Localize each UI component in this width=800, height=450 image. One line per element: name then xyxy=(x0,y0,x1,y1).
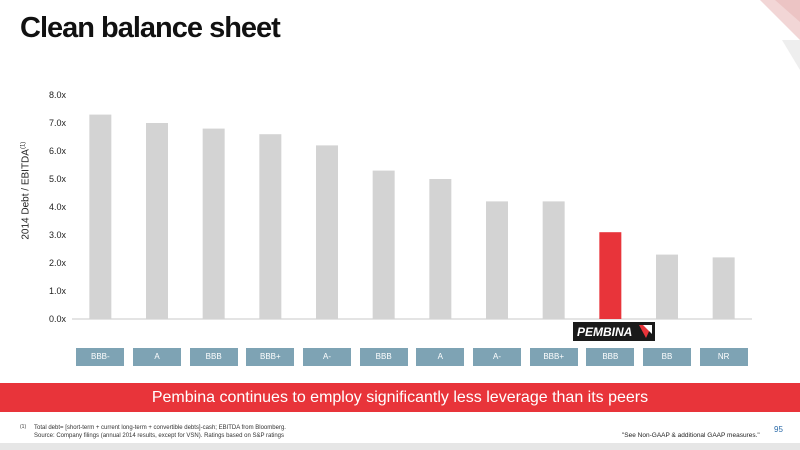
bar xyxy=(712,257,735,319)
pembina-logo: PEMBINA xyxy=(573,322,655,341)
rating-box: BBB xyxy=(586,348,635,366)
bar xyxy=(146,123,168,319)
page-title: Clean balance sheet xyxy=(20,12,281,44)
page-number: 95 xyxy=(774,425,783,434)
footnote: (1) Total debt= [short-term + current lo… xyxy=(20,424,286,440)
footnote-line-2: Source: Company filings (annual 2014 res… xyxy=(34,433,285,439)
bar xyxy=(202,128,225,319)
y-tick-label: 5.0x xyxy=(49,174,67,184)
rating-box: A xyxy=(133,348,181,366)
y-tick-label: 0.0x xyxy=(49,314,67,324)
bar-chart: 0.0x 1.0x 2.0x 3.0x 4.0x 5.0x 6.0x 7.0x 8.0x xyxy=(49,90,752,324)
bar xyxy=(259,134,282,319)
rating-box: BBB xyxy=(359,348,408,366)
rating-box: NR xyxy=(699,348,748,366)
rating-box: A- xyxy=(303,348,351,366)
corner-decoration xyxy=(760,0,800,70)
credit-ratings-row: BBB- A BBB BBB+ A- BBB A A- BBB+ BBB BB NR xyxy=(65,348,765,366)
y-tick-label: 1.0x xyxy=(49,286,67,296)
rating-box: A- xyxy=(473,348,521,366)
y-tick-label: 4.0x xyxy=(49,202,67,212)
y-tick-label: 8.0x xyxy=(49,90,67,100)
rating-box: BBB xyxy=(189,348,238,366)
non-gaap-note: "See Non-GAAP & additional GAAP measures… xyxy=(622,432,760,439)
bar xyxy=(486,201,508,319)
bar xyxy=(429,179,452,319)
y-tick-label: 3.0x xyxy=(49,230,67,240)
summary-banner: Pembina continues to employ significantl… xyxy=(0,383,800,412)
y-tick-label: 2.0x xyxy=(49,258,67,268)
rating-box: BBB+ xyxy=(529,348,578,366)
rating-box: A xyxy=(416,348,465,366)
bottom-strip xyxy=(0,443,800,450)
rating-box: BB xyxy=(643,348,691,366)
bar-highlight xyxy=(599,232,622,319)
footnote-mark: (1) xyxy=(20,424,27,430)
rating-box: BBB+ xyxy=(246,348,295,366)
y-tick-label: 6.0x xyxy=(49,146,67,156)
bar xyxy=(372,170,395,319)
bar xyxy=(316,145,338,319)
y-tick-label: 7.0x xyxy=(49,118,67,128)
bar xyxy=(656,254,678,319)
bar xyxy=(89,114,112,319)
svg-text:PEMBINA: PEMBINA xyxy=(577,325,632,339)
footnote-line-1: Total debt= [short-term + current long-t… xyxy=(34,425,286,431)
rating-box: BBB- xyxy=(76,348,125,366)
bar xyxy=(542,201,565,319)
